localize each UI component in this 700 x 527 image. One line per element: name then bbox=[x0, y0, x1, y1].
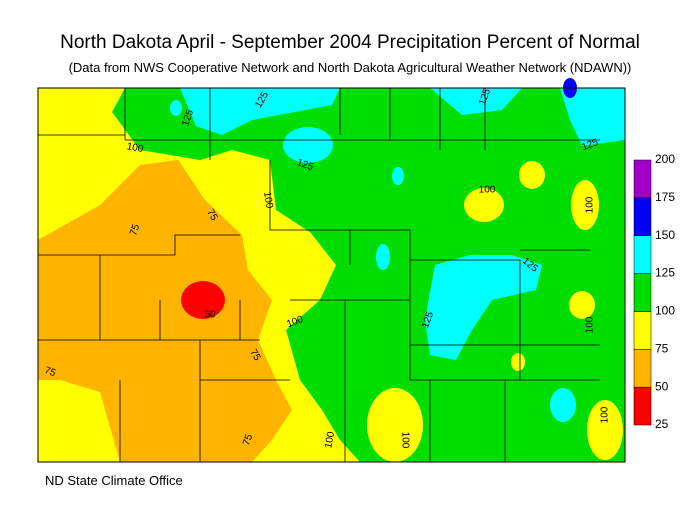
legend-swatch bbox=[633, 159, 652, 199]
contour-label: 100 bbox=[126, 141, 145, 155]
legend-label: 50 bbox=[655, 379, 669, 393]
legend-swatch bbox=[633, 386, 652, 426]
contour-label: 50 bbox=[204, 310, 216, 321]
contour-label: 100 bbox=[399, 432, 410, 449]
title: North Dakota April - September 2004 Prec… bbox=[60, 32, 640, 53]
contour-label: 100 bbox=[323, 430, 337, 449]
legend-swatch bbox=[633, 273, 652, 312]
footer: ND State Climate Office bbox=[45, 473, 183, 488]
legend-label: 25 bbox=[655, 417, 669, 431]
contour-label: 75 bbox=[204, 208, 219, 224]
contour-label: 100 bbox=[261, 191, 275, 210]
legend-label: 200 bbox=[655, 152, 675, 166]
legend-label: 175 bbox=[655, 190, 675, 204]
legend-swatch bbox=[633, 311, 652, 350]
legend-swatch bbox=[633, 349, 652, 388]
map-area bbox=[37, 78, 626, 463]
contour-label: 100 bbox=[585, 316, 596, 333]
legend-label: 125 bbox=[655, 266, 675, 280]
contour-label: 75 bbox=[247, 348, 262, 364]
subtitle: (Data from NWS Cooperative Network and N… bbox=[69, 60, 632, 75]
legend-label: 150 bbox=[655, 228, 675, 242]
contour-label: 75 bbox=[43, 365, 58, 379]
legend-swatch bbox=[633, 235, 652, 274]
legend-label: 100 bbox=[655, 304, 675, 318]
contour-label: 75 bbox=[128, 223, 142, 238]
contour-label: 100 bbox=[600, 406, 611, 423]
legend-swatch bbox=[633, 197, 652, 236]
contour-label: 100 bbox=[479, 185, 496, 196]
contour-label: 100 bbox=[585, 196, 596, 213]
contour-label: 75 bbox=[241, 433, 255, 448]
legend-label: 75 bbox=[655, 341, 669, 355]
